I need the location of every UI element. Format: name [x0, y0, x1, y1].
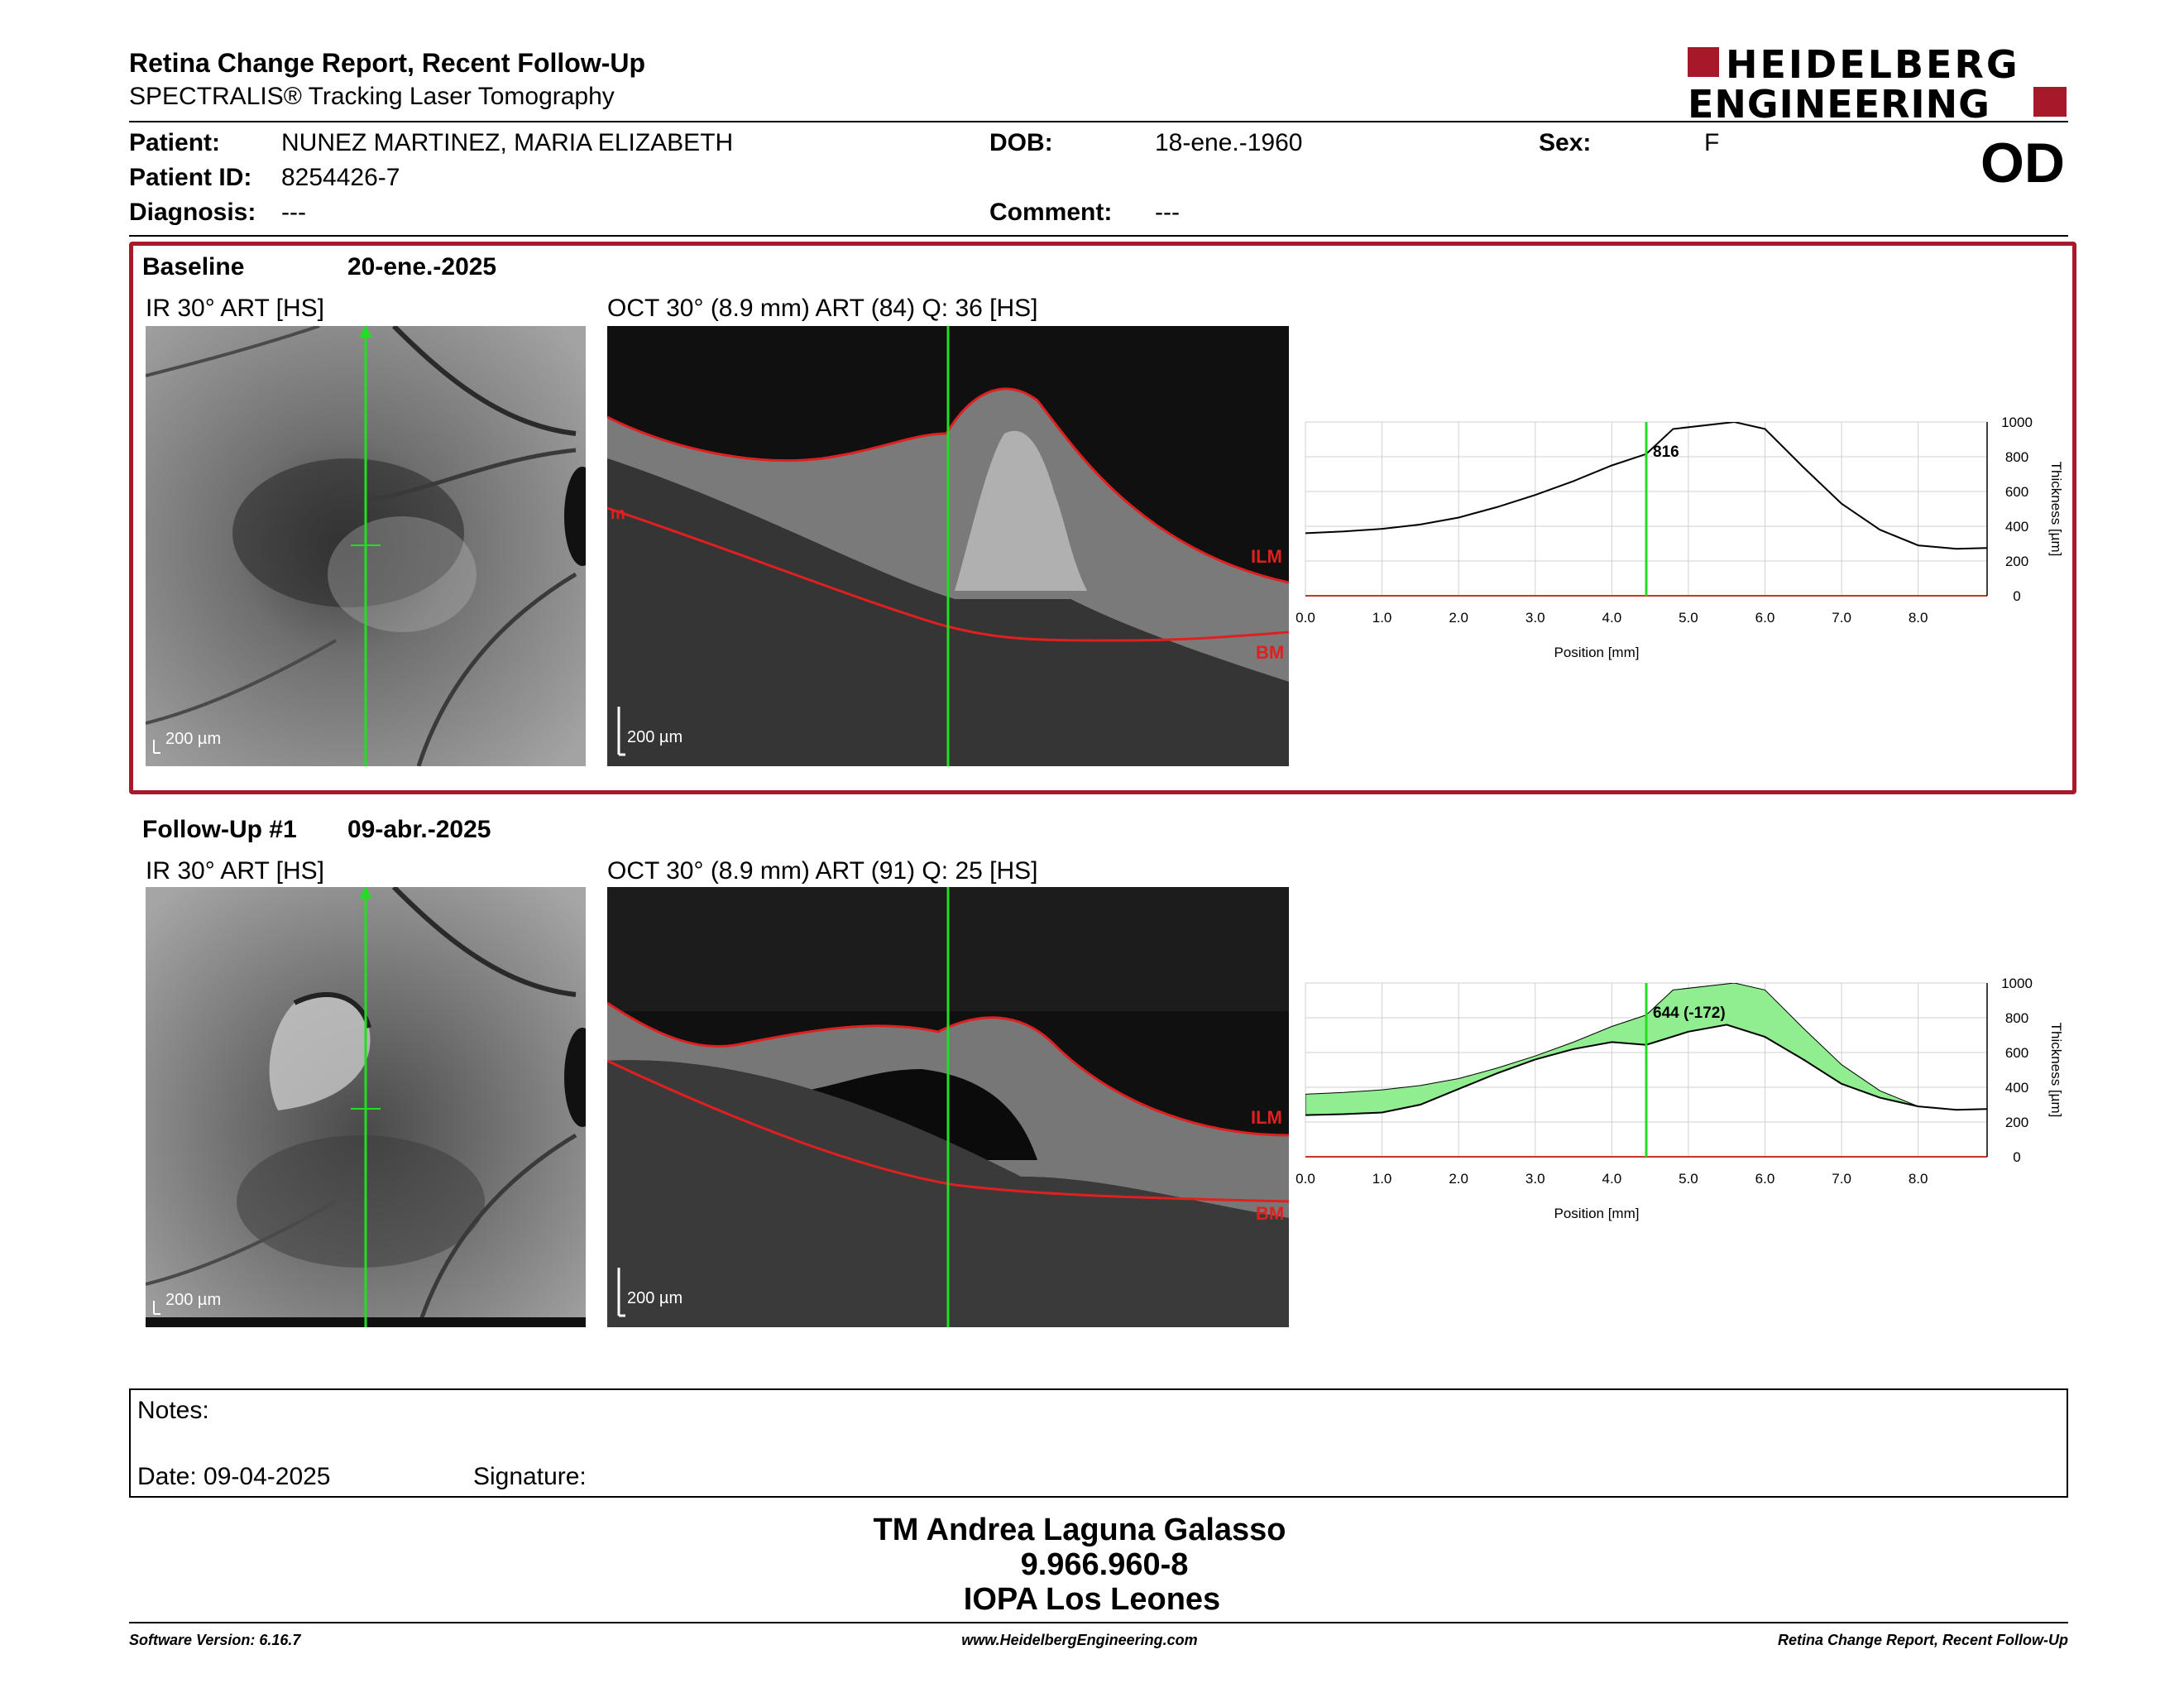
baseline-frame [129, 242, 2076, 794]
baseline-oct-label: OCT 30° (8.9 mm) ART (84) Q: 36 [HS] [607, 295, 1038, 322]
x-tick-label: 3.0 [1525, 1171, 1545, 1187]
x-tick-label: 6.0 [1755, 610, 1775, 626]
report-title: Retina Change Report, Recent Follow-Up [129, 48, 646, 78]
footer-software-version: Software Version: 6.16.7 [129, 1632, 301, 1648]
followup-thickness-chart: 0.0 1.0 2.0 3.0 4.0 5.0 6.0 7.0 8.0 0 200 400 600 800… [1296, 976, 2064, 1221]
followup-date: 09-abr.-2025 [347, 816, 491, 843]
comment-value: --- [1155, 199, 1180, 226]
x-tick-label: 5.0 [1679, 610, 1698, 626]
heidelberg-logo: HEIDELBERG ENGINEERING [1688, 42, 2068, 127]
baseline-ilm-left-label: m [611, 505, 625, 523]
baseline-oct-graphic [607, 326, 1289, 766]
followup-oct-graphic [607, 887, 1289, 1327]
baseline-fundus-graphic [146, 326, 586, 766]
x-tick-label: 3.0 [1525, 610, 1545, 626]
signature-label: Signature: [473, 1463, 587, 1490]
signoff-clinic: IOPA Los Leones [963, 1582, 1221, 1617]
y-tick-label: 0 [2013, 588, 2020, 604]
baseline-oct-scale: 200 µm [627, 728, 683, 746]
y-tick-label: 400 [2005, 1080, 2028, 1096]
baseline-ir-image[interactable]: 200 µm [146, 326, 586, 766]
followup-bm-label: BM [1256, 1203, 1285, 1224]
followup-oct-scale: 200 µm [627, 1289, 683, 1307]
x-tick-label: 4.0 [1602, 610, 1622, 626]
signoff-name: TM Andrea Laguna Galasso [873, 1513, 1286, 1547]
x-tick-label: 1.0 [1372, 1171, 1392, 1187]
baseline-label: Baseline [142, 253, 245, 281]
x-tick-label: 7.0 [1832, 1171, 1851, 1187]
patient-id: 8254426-7 [281, 164, 400, 191]
report-subtitle: SPECTRALIS® Tracking Laser Tomography [129, 83, 615, 110]
sex-label: Sex: [1539, 129, 1592, 156]
x-axis-label: Position [mm] [1554, 645, 1640, 660]
followup-oct-image[interactable]: ILM BM 200 µm [607, 887, 1289, 1327]
baseline-ir-scale: 200 µm [165, 730, 222, 748]
dob-label: DOB: [989, 129, 1053, 156]
notes-box[interactable]: Notes: Date: 09-04-2025 Signature: [129, 1388, 2068, 1498]
marker-value-label: 644 (-172) [1653, 1005, 1726, 1022]
y-tick-label: 800 [2005, 1010, 2028, 1026]
notes-label: Notes: [137, 1397, 209, 1424]
x-tick-label: 4.0 [1602, 1171, 1622, 1187]
y-tick-label: 600 [2005, 1045, 2028, 1061]
comment-label: Comment: [989, 199, 1113, 226]
followup-ir-label: IR 30° ART [HS] [146, 857, 324, 885]
x-tick-label: 0.0 [1296, 610, 1315, 626]
x-tick-label: 8.0 [1909, 1171, 1928, 1187]
followup-label: Follow-Up #1 [142, 816, 297, 843]
x-tick-label: 5.0 [1679, 1171, 1698, 1187]
footer-report-name: Retina Change Report, Recent Follow-Up [1777, 1632, 2068, 1648]
followup-ilm-label: ILM [1251, 1107, 1282, 1128]
sex-value: F [1704, 129, 1720, 156]
baseline-bm-label: BM [1256, 642, 1285, 663]
diagnosis-value: --- [281, 199, 306, 226]
x-tick-label: 2.0 [1449, 1171, 1468, 1187]
x-tick-label: 1.0 [1372, 610, 1392, 626]
baseline-ilm-label: ILM [1251, 546, 1282, 567]
dob-value: 18-ene.-1960 [1155, 129, 1303, 156]
followup-ir-image[interactable]: 200 µm [146, 887, 586, 1327]
signoff-id: 9.966.960-8 [1020, 1547, 1189, 1582]
patient-name: NUNEZ MARTINEZ, MARIA ELIZABETH [281, 129, 734, 156]
notes-date: Date: 09-04-2025 [137, 1463, 331, 1490]
y-tick-label: 800 [2005, 449, 2028, 465]
x-tick-label: 8.0 [1909, 610, 1928, 626]
baseline-thickness-chart: 0.0 1.0 2.0 3.0 4.0 5.0 6.0 7.0 8.0 0 200 400 600 800… [1296, 415, 2064, 660]
x-axis-label: Position [mm] [1554, 1206, 1640, 1221]
followup-ir-scale: 200 µm [165, 1291, 222, 1309]
baseline-ir-label: IR 30° ART [HS] [146, 295, 324, 322]
y-tick-label: 1000 [2001, 415, 2033, 430]
patient-divider [129, 235, 2068, 237]
footer-divider [129, 1622, 2068, 1623]
y-tick-label: 200 [2005, 1115, 2028, 1130]
followup-oct-label: OCT 30° (8.9 mm) ART (91) Q: 25 [HS] [607, 857, 1038, 885]
x-tick-label: 7.0 [1832, 610, 1851, 626]
footer-website-link[interactable]: www.HeidelbergEngineering.com [961, 1632, 1198, 1648]
header-divider [129, 121, 2068, 122]
y-axis-label: Thickness [µm] [2048, 1023, 2064, 1118]
baseline-date: 20-ene.-2025 [347, 253, 497, 281]
y-tick-label: 200 [2005, 554, 2028, 569]
x-tick-label: 6.0 [1755, 1171, 1775, 1187]
y-tick-label: 1000 [2001, 976, 2033, 991]
followup-fundus-graphic [146, 887, 586, 1327]
y-tick-label: 400 [2005, 519, 2028, 535]
diagnosis-label: Diagnosis: [129, 199, 256, 226]
y-tick-label: 0 [2013, 1149, 2020, 1165]
patient-label: Patient: [129, 129, 221, 156]
y-tick-label: 600 [2005, 484, 2028, 500]
eye-indicator: OD [1980, 132, 2065, 194]
y-axis-label: Thickness [µm] [2048, 462, 2064, 557]
patient-id-label: Patient ID: [129, 164, 252, 191]
x-tick-label: 0.0 [1296, 1171, 1315, 1187]
marker-value-label: 816 [1653, 444, 1679, 461]
x-tick-label: 2.0 [1449, 610, 1468, 626]
baseline-oct-image[interactable]: m ILM BM 200 µm [607, 326, 1289, 766]
